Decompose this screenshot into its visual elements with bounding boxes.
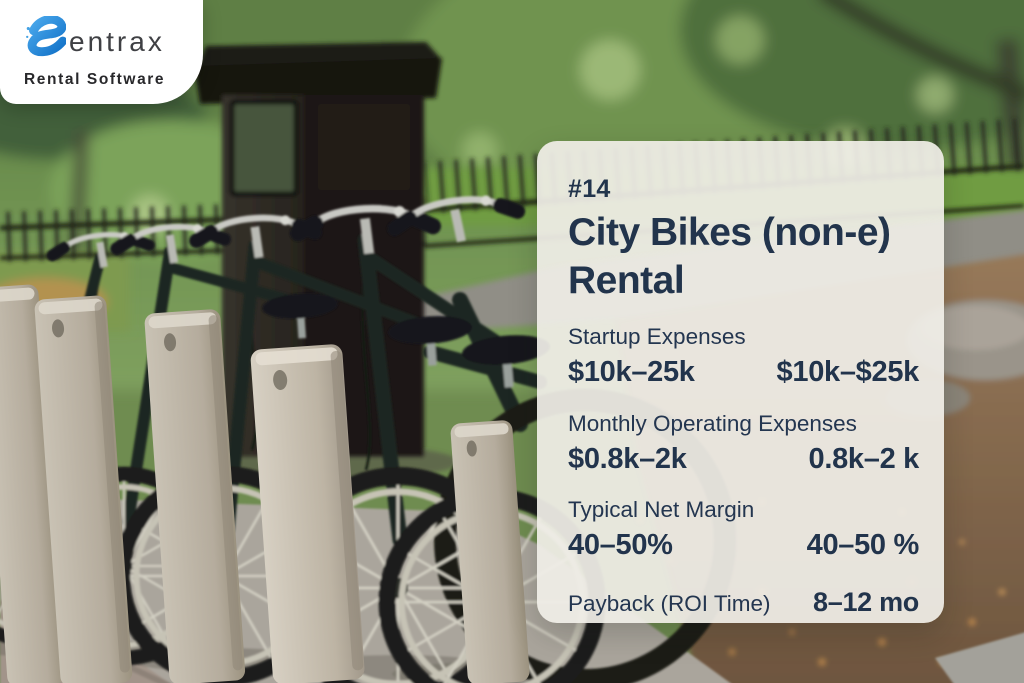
stat-payback-roi-time: Payback (ROI Time) 8–12 mo [568,587,919,618]
stat-value-left: $0.8k–2k [568,442,687,475]
rank-number: #14 [568,175,611,203]
stat-value: 8–12 mo [813,587,919,618]
curb [935,632,1024,683]
stat-label: Startup Expenses [568,324,746,350]
business-stats-card: #14 City Bikes (non-e) Rental Startup Ex… [537,141,944,623]
z-swoosh-logo-icon [26,16,66,57]
stat-value-right: 40–50 % [806,529,920,562]
tree-branch [820,0,1024,102]
stat-value-left: 40–50% [568,529,673,562]
stat-value-right: 0.8k–2 k [808,442,920,475]
stat-startup-expenses: Startup Expenses $10k–25k $10k–$25k [568,323,919,390]
stat-label: Typical Net Margin [568,496,755,522]
stat-label: Monthly Operating Expenses [568,410,857,436]
stat-monthly-operating-expenses: Monthly Operating Expenses $0.8k–2k 0.8k… [568,410,919,477]
brand-tagline: Rental Software [24,71,166,88]
stat-label: Payback (ROI Time) [568,591,771,617]
brand-badge: entrax Rental Software [0,0,203,104]
stat-typical-net-margin: Typical Net Margin 40–50% 40–50 % [568,496,919,563]
stat-value-left: $10k–25k [568,356,695,389]
kiosk-screen [229,99,299,197]
card-title: City Bikes (non-e) Rental [568,211,891,302]
dock-posts [0,284,530,683]
brand-name: entrax [69,26,165,57]
stat-value-right: $10k–$25k [776,356,920,389]
